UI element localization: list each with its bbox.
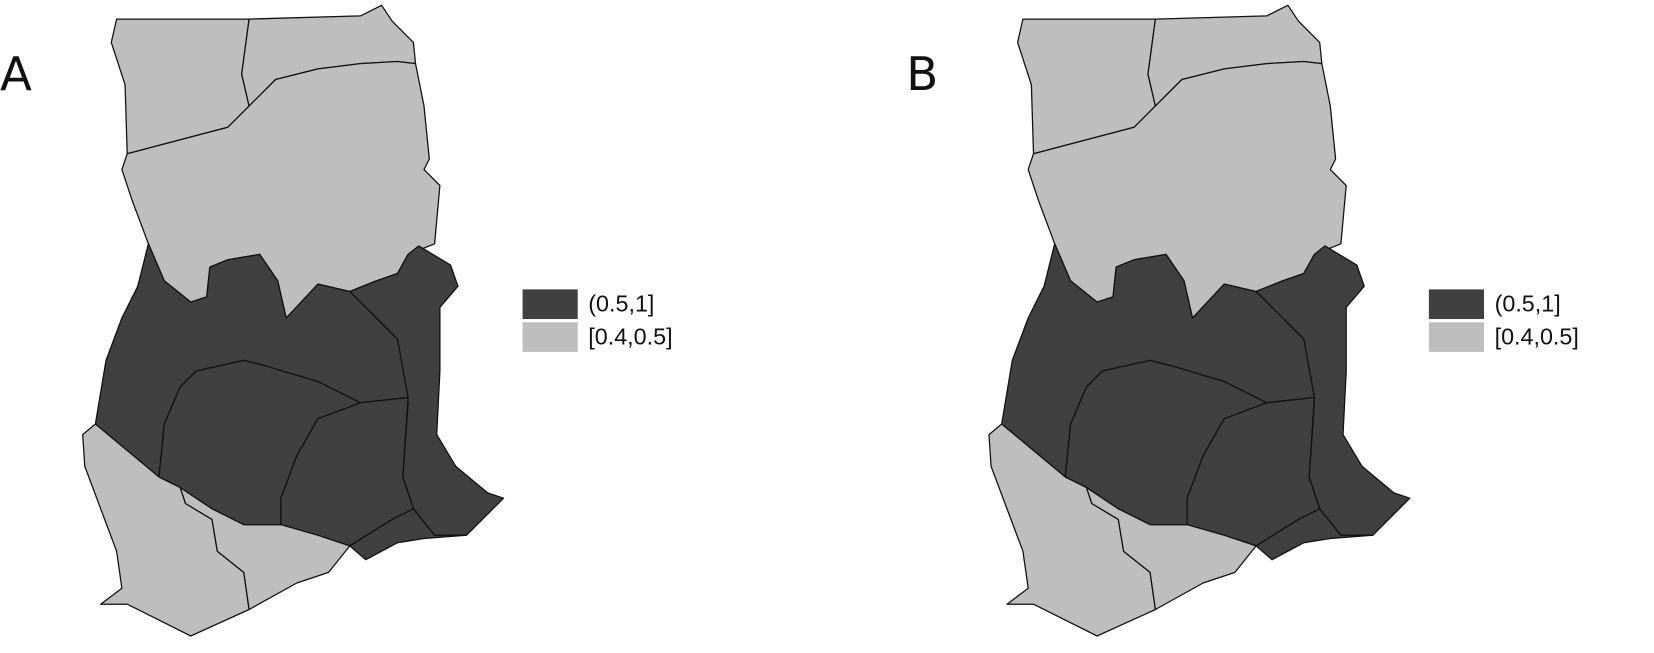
panel-label: A xyxy=(0,47,32,101)
region xyxy=(1085,486,1257,611)
panel-label: B xyxy=(906,47,938,101)
region xyxy=(179,486,351,611)
legend-label: [0.4,0.5] xyxy=(1495,323,1579,349)
region xyxy=(1255,508,1374,561)
legend-label: (0.5,1] xyxy=(588,290,654,316)
map-panel: A (0.5,1] [0.4,0.5] xyxy=(0,4,673,637)
map-panel: B (0.5,1] [0.4,0.5] xyxy=(906,4,1579,637)
legend-swatch xyxy=(522,322,578,352)
legend-label: (0.5,1] xyxy=(1495,290,1561,316)
legend-swatch xyxy=(522,289,578,320)
legend-swatch xyxy=(1428,322,1484,352)
legend-label: [0.4,0.5] xyxy=(588,323,672,349)
region xyxy=(349,508,468,561)
legend-swatch xyxy=(1428,289,1484,320)
